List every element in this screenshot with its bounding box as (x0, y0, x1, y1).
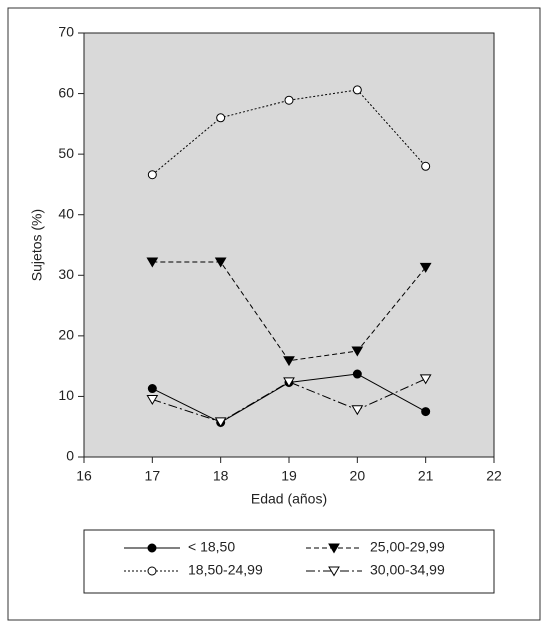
marker (419, 374, 432, 385)
x-axis-label: Edad (años) (251, 491, 327, 507)
marker (283, 377, 295, 388)
marker (351, 346, 364, 357)
marker (351, 405, 364, 416)
y-tick-label: 10 (58, 387, 74, 403)
legend-label: < 18,50 (188, 539, 235, 555)
marker (283, 356, 295, 367)
x-tick-label: 22 (486, 468, 502, 484)
y-tick-label: 70 (58, 24, 74, 40)
y-tick-label: 20 (58, 327, 74, 343)
x-tick-label: 21 (418, 468, 434, 484)
y-tick-label: 0 (66, 448, 74, 464)
y-tick-label: 40 (58, 205, 74, 221)
marker (419, 262, 432, 273)
series-line (152, 378, 426, 423)
x-tick-label: 20 (350, 468, 366, 484)
legend-label: 18,50-24,99 (188, 562, 263, 578)
marker (284, 95, 294, 105)
marker (146, 257, 159, 268)
marker (421, 161, 431, 171)
legend-marker (147, 566, 157, 576)
marker (216, 113, 226, 123)
marker (352, 369, 362, 379)
marker (421, 407, 431, 417)
marker (147, 170, 157, 180)
y-axis-label: Sujetos (%) (29, 209, 45, 281)
x-tick-label: 17 (145, 468, 161, 484)
legend-label: 25,00-29,99 (370, 539, 445, 555)
legend-marker (328, 566, 340, 577)
marker (352, 85, 362, 95)
y-tick-label: 30 (58, 266, 74, 282)
x-tick-label: 18 (213, 468, 229, 484)
marker (147, 384, 157, 394)
x-tick-label: 19 (281, 468, 297, 484)
legend-label: 30,00-34,99 (370, 562, 445, 578)
legend-marker (328, 543, 340, 554)
x-tick-label: 16 (76, 468, 92, 484)
frame (7, 7, 541, 621)
legend (83, 529, 495, 594)
marker (214, 257, 227, 268)
marker (146, 394, 159, 405)
y-tick-label: 60 (58, 84, 74, 100)
marker (214, 417, 227, 428)
legend-marker (147, 543, 157, 553)
y-tick-label: 50 (58, 145, 74, 161)
